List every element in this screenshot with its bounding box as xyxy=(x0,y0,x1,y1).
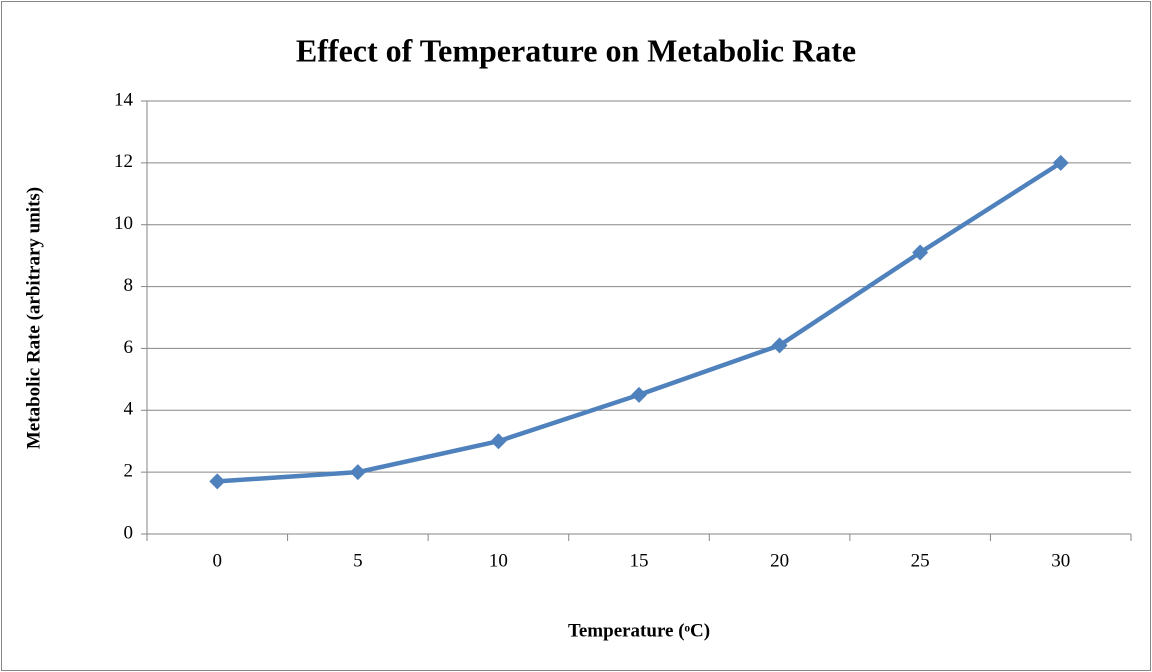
data-point xyxy=(349,464,366,481)
x-tick-label: 0 xyxy=(213,550,223,571)
y-tick-label: 10 xyxy=(114,213,133,234)
y-tick-label: 6 xyxy=(124,337,134,358)
y-axis-label: Metabolic Rate (arbitrary units) xyxy=(23,187,44,449)
x-tick-label: 5 xyxy=(353,550,363,571)
x-axis-label: Temperature (ᵒC) xyxy=(568,620,710,641)
y-tick-label: 0 xyxy=(124,522,134,543)
data-point xyxy=(490,433,507,450)
data-point xyxy=(209,473,226,490)
x-tick-label: 20 xyxy=(770,550,789,571)
x-tick-label: 10 xyxy=(489,550,508,571)
y-tick-label: 4 xyxy=(124,399,134,420)
y-tick-label: 14 xyxy=(114,89,134,110)
x-tick-label: 15 xyxy=(630,550,649,571)
chart-title: Effect of Temperature on Metabolic Rate xyxy=(296,32,856,68)
data-point xyxy=(631,386,647,403)
x-tick-label: 30 xyxy=(1051,550,1070,571)
data-point xyxy=(771,337,788,354)
data-point xyxy=(912,244,929,261)
y-tick-label: 12 xyxy=(114,151,133,172)
data-point xyxy=(1052,154,1069,171)
y-tick-label: 8 xyxy=(124,275,134,296)
y-tick-label: 2 xyxy=(124,461,134,482)
x-tick-label: 25 xyxy=(911,550,930,571)
